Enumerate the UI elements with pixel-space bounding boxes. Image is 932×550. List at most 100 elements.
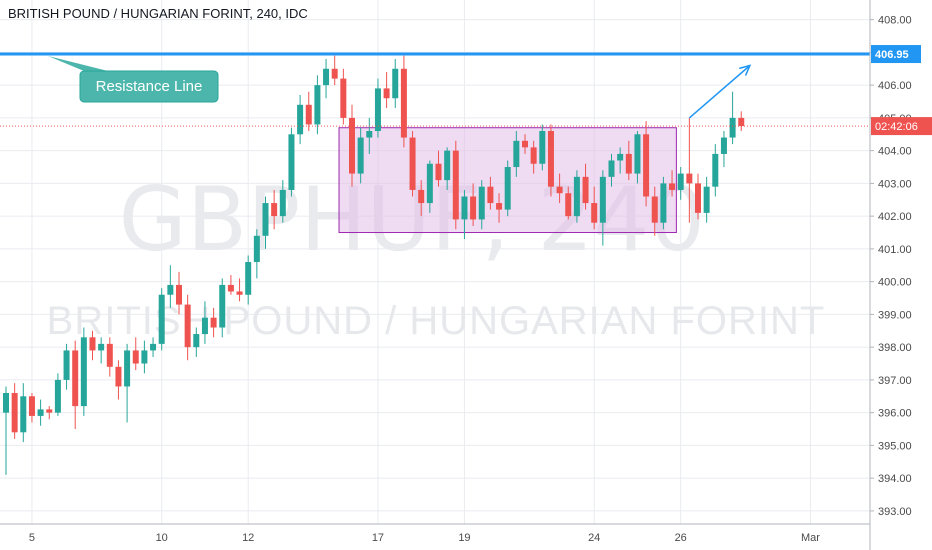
candle (271, 189, 278, 230)
time-axis[interactable]: 5 10 12 17 19 24 26 Mar (0, 523, 870, 544)
price-tick-label: 394.00 (878, 473, 912, 485)
candle (625, 140, 632, 181)
candle (245, 255, 252, 305)
price-tick-label: 399.00 (878, 309, 912, 321)
price-axis[interactable]: 393.00 394.00 395.00 396.00 397.00 398.00 399.… (869, 0, 932, 550)
candle-body (720, 137, 727, 154)
time-tick-label: 26 (675, 532, 687, 544)
candle (677, 167, 684, 200)
candle-body (496, 203, 503, 210)
candle (20, 383, 27, 443)
candle (712, 144, 719, 197)
candle (400, 55, 407, 148)
candle-body (383, 88, 390, 99)
candle-body (565, 193, 572, 217)
candle (227, 275, 234, 295)
candle (210, 307, 217, 338)
watermark-name: BRITISH POUND / HUNGARIAN FORINT (47, 299, 826, 343)
candle (63, 343, 70, 390)
candle-body (46, 409, 53, 413)
overlays: Resistance Line (0, 52, 870, 127)
candle (582, 163, 589, 210)
candle (539, 124, 546, 171)
candle-body (530, 147, 537, 164)
candle-body (262, 203, 269, 236)
countdown-label: 02:42:06 (875, 121, 918, 133)
candle (703, 176, 710, 223)
time-tick-label: 12 (242, 532, 254, 544)
candle-body (28, 396, 35, 416)
candle-body (219, 284, 226, 328)
countdown-tag (871, 117, 932, 136)
breakout-arrow[interactable] (688, 64, 751, 119)
candle-body (297, 104, 304, 135)
time-tick-label: 10 (156, 532, 168, 544)
candle-body (669, 183, 676, 190)
candle (297, 94, 304, 145)
candle-body (513, 140, 520, 168)
candle-body (470, 196, 477, 220)
price-tick-label: 396.00 (878, 408, 912, 420)
price-tick-label: 395.00 (878, 440, 912, 452)
candles (3, 55, 745, 475)
candle (150, 337, 157, 357)
candle (695, 173, 701, 220)
candle (98, 337, 105, 364)
price-tick-label: 406.00 (878, 80, 912, 92)
candle-body (651, 196, 658, 223)
candle (167, 265, 174, 308)
candle (331, 55, 338, 86)
candle (435, 150, 442, 187)
candle-body (314, 85, 321, 125)
candle (184, 294, 191, 361)
candle (504, 160, 511, 217)
candle (461, 189, 468, 240)
candle (374, 78, 381, 138)
candle (340, 68, 347, 125)
candle (608, 153, 615, 187)
candle (366, 117, 373, 154)
candle-body (115, 366, 122, 387)
candle-body (392, 68, 399, 99)
candle-body (193, 334, 200, 348)
candle (444, 147, 451, 190)
candle-body (426, 163, 433, 204)
candle-body (132, 350, 139, 364)
time-tick-label: 5 (29, 532, 35, 544)
time-tick-label: 17 (372, 532, 384, 544)
candle (28, 393, 35, 423)
candle-body (686, 173, 693, 184)
candle-body (158, 294, 165, 344)
candle-body (106, 343, 113, 367)
candle-body (141, 350, 148, 364)
candle (513, 131, 520, 177)
resistance-callout[interactable] (79, 70, 219, 103)
candle-body (98, 343, 105, 351)
candle (392, 58, 399, 109)
resistance-price-label: 406.95 (875, 49, 909, 61)
candle (37, 399, 44, 426)
candle (522, 134, 528, 154)
candle (383, 72, 390, 109)
candle (738, 111, 745, 131)
candle (426, 160, 433, 213)
candle-body (374, 88, 381, 131)
candle (314, 75, 321, 135)
candle-body (184, 304, 191, 348)
candle-body (54, 379, 61, 413)
candle-body (522, 140, 528, 148)
candle-body (729, 117, 736, 138)
candle (591, 186, 598, 230)
candle-body (80, 337, 87, 407)
candle-body (677, 173, 684, 190)
candle (46, 406, 53, 420)
candle-body (150, 343, 157, 351)
time-tick-label: Mar (801, 532, 820, 544)
candle-body (331, 68, 338, 79)
chart-title: BRITISH POUND / HUNGARIAN FORINT, 240, I… (8, 6, 308, 21)
candle (418, 180, 425, 217)
candle (54, 373, 61, 416)
candle-body (695, 183, 701, 213)
price-tick-label: 408.00 (878, 15, 912, 27)
